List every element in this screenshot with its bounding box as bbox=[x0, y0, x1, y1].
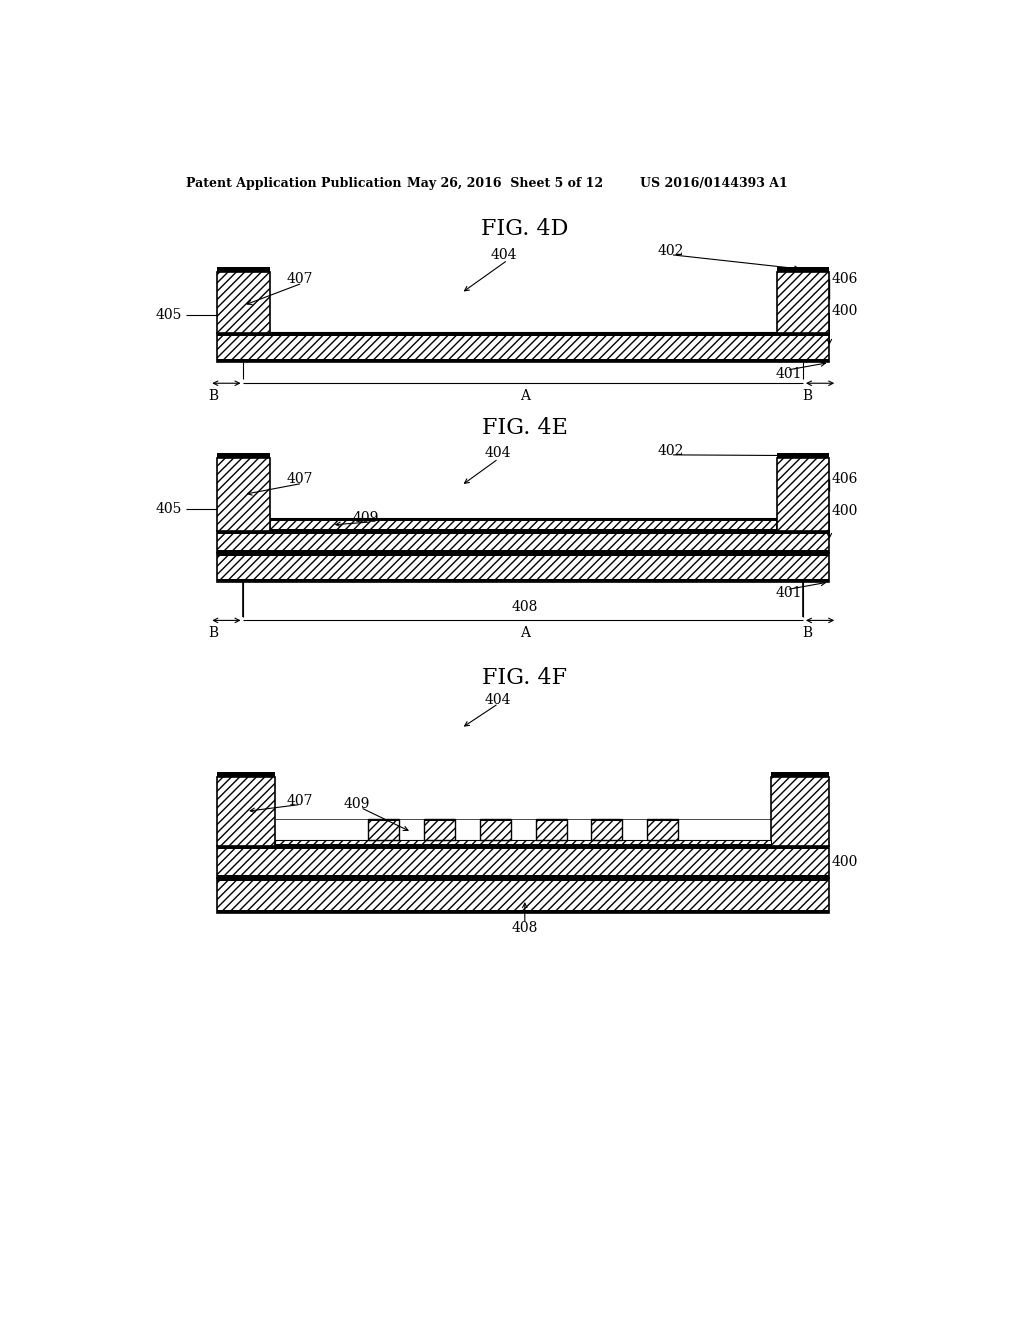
Text: B: B bbox=[208, 388, 218, 403]
Text: 408: 408 bbox=[512, 599, 538, 614]
Bar bbox=[270, 519, 776, 521]
Bar bbox=[647, 818, 678, 821]
Text: 405: 405 bbox=[156, 308, 182, 322]
Text: A: A bbox=[520, 626, 529, 640]
Bar bbox=[592, 818, 623, 821]
Text: FIG. 4E: FIG. 4E bbox=[482, 417, 567, 438]
Text: 402: 402 bbox=[657, 444, 684, 458]
Text: 404: 404 bbox=[484, 693, 511, 706]
Text: 401: 401 bbox=[775, 367, 802, 381]
Bar bbox=[217, 578, 829, 582]
Text: 400: 400 bbox=[831, 855, 858, 869]
Text: US 2016/0144393 A1: US 2016/0144393 A1 bbox=[640, 177, 787, 190]
Bar bbox=[217, 333, 829, 337]
Bar bbox=[776, 453, 829, 458]
Bar bbox=[536, 818, 566, 821]
Bar bbox=[480, 818, 511, 821]
Bar bbox=[771, 772, 829, 776]
Text: 400: 400 bbox=[831, 504, 858, 517]
Text: 406: 406 bbox=[831, 473, 858, 487]
Bar bbox=[424, 818, 455, 821]
Bar bbox=[771, 776, 829, 846]
Bar bbox=[217, 458, 270, 531]
Bar bbox=[217, 267, 270, 272]
Text: 409: 409 bbox=[343, 797, 370, 810]
Text: 404: 404 bbox=[484, 446, 511, 461]
Text: 402: 402 bbox=[657, 244, 684, 257]
Text: A: A bbox=[520, 388, 529, 403]
Bar bbox=[217, 333, 829, 363]
Text: 407: 407 bbox=[287, 793, 313, 808]
Bar bbox=[217, 549, 829, 553]
Bar bbox=[217, 772, 275, 776]
Text: 409: 409 bbox=[352, 511, 379, 525]
Bar bbox=[217, 453, 270, 458]
Text: Patent Application Publication: Patent Application Publication bbox=[186, 177, 401, 190]
Bar bbox=[270, 519, 776, 531]
Text: 406: 406 bbox=[831, 272, 858, 286]
Bar bbox=[270, 529, 776, 531]
Bar bbox=[480, 818, 511, 840]
Text: 405: 405 bbox=[156, 502, 182, 516]
Text: 400: 400 bbox=[831, 304, 858, 318]
Bar bbox=[776, 458, 829, 531]
Text: B: B bbox=[208, 626, 218, 640]
Bar bbox=[217, 909, 829, 913]
Bar bbox=[217, 531, 829, 535]
Bar bbox=[369, 818, 399, 821]
Bar bbox=[647, 818, 678, 840]
Bar bbox=[217, 553, 829, 582]
Text: B: B bbox=[802, 388, 812, 403]
Text: FIG. 4F: FIG. 4F bbox=[482, 667, 567, 689]
Bar bbox=[776, 272, 829, 333]
Text: May 26, 2016  Sheet 5 of 12: May 26, 2016 Sheet 5 of 12 bbox=[407, 177, 603, 190]
Bar bbox=[217, 875, 829, 878]
Bar bbox=[217, 878, 829, 913]
Text: 401: 401 bbox=[775, 586, 802, 601]
Text: 407: 407 bbox=[287, 473, 313, 487]
Bar bbox=[217, 272, 270, 333]
Bar bbox=[217, 359, 829, 363]
Bar bbox=[217, 846, 829, 849]
Bar bbox=[536, 818, 566, 840]
Bar bbox=[217, 553, 829, 556]
Text: 407: 407 bbox=[287, 272, 313, 286]
Text: 408: 408 bbox=[512, 921, 538, 936]
Bar bbox=[592, 818, 623, 840]
Bar bbox=[217, 846, 829, 878]
Bar bbox=[275, 843, 771, 846]
Bar bbox=[217, 776, 275, 846]
Text: 404: 404 bbox=[490, 248, 517, 261]
Bar bbox=[275, 840, 771, 846]
Bar bbox=[217, 531, 829, 553]
Bar bbox=[217, 878, 829, 882]
Text: FIG. 4D: FIG. 4D bbox=[481, 218, 568, 240]
Bar bbox=[424, 818, 455, 840]
Text: B: B bbox=[802, 626, 812, 640]
Bar bbox=[369, 818, 399, 840]
Bar bbox=[776, 267, 829, 272]
